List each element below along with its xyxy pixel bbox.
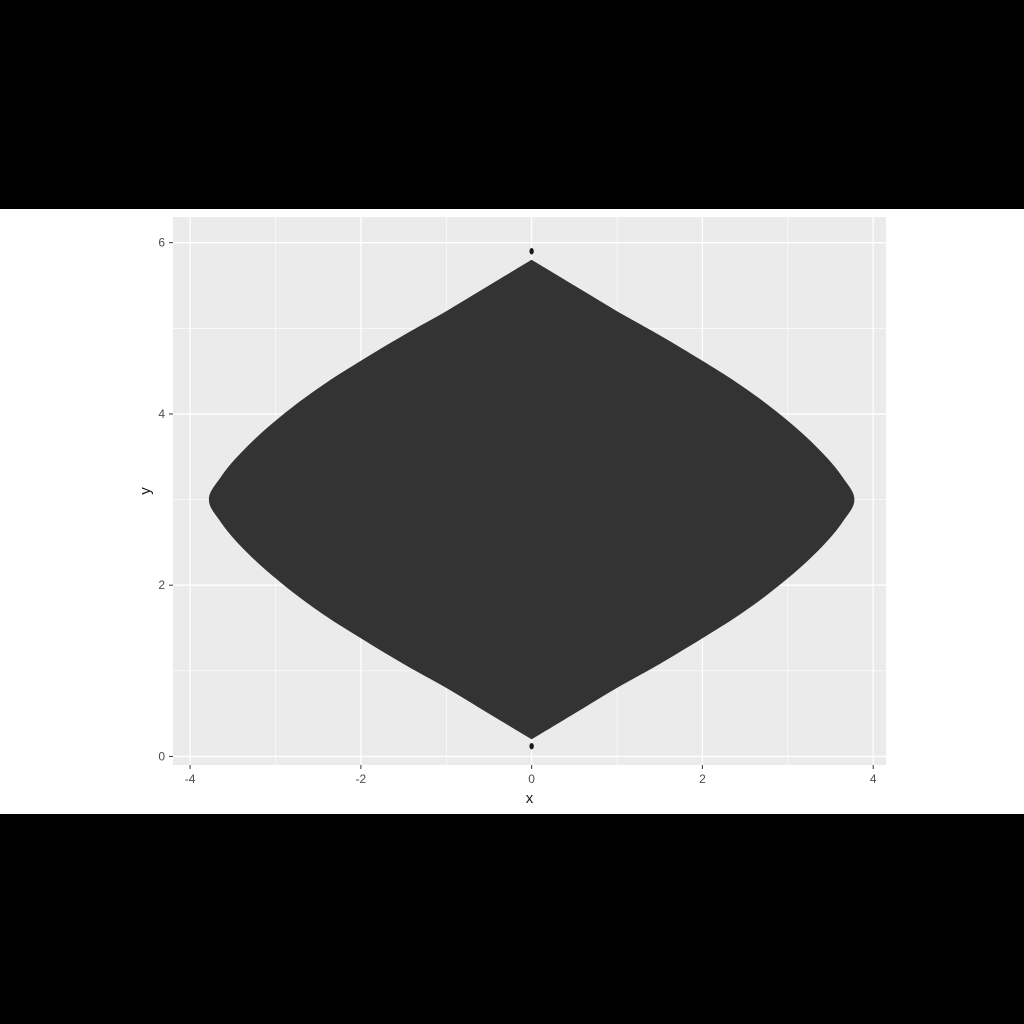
x-tick-label: -4 (185, 772, 196, 786)
x-tick-label: 2 (699, 772, 706, 786)
data-point (529, 248, 534, 255)
chart-figure: -4 -2 0 2 4 0 2 4 6 x y (0, 209, 1024, 814)
x-tick-label: -2 (356, 772, 367, 786)
x-axis-title: x (526, 790, 534, 807)
y-axis-title: y (137, 487, 154, 495)
x-tick-label: 4 (870, 772, 877, 786)
y-tick-label: 6 (158, 236, 165, 250)
y-axis: 0 2 4 6 (158, 236, 173, 763)
chart-plot: -4 -2 0 2 4 0 2 4 6 x y (137, 217, 886, 807)
y-tick-label: 2 (158, 578, 165, 592)
data-layer (208, 248, 855, 750)
x-axis: -4 -2 0 2 4 (185, 765, 877, 786)
data-point (529, 742, 534, 750)
x-tick-label: 0 (528, 772, 535, 786)
filled-shape (208, 259, 855, 740)
y-tick-label: 4 (158, 407, 165, 421)
y-tick-label: 0 (158, 749, 165, 763)
